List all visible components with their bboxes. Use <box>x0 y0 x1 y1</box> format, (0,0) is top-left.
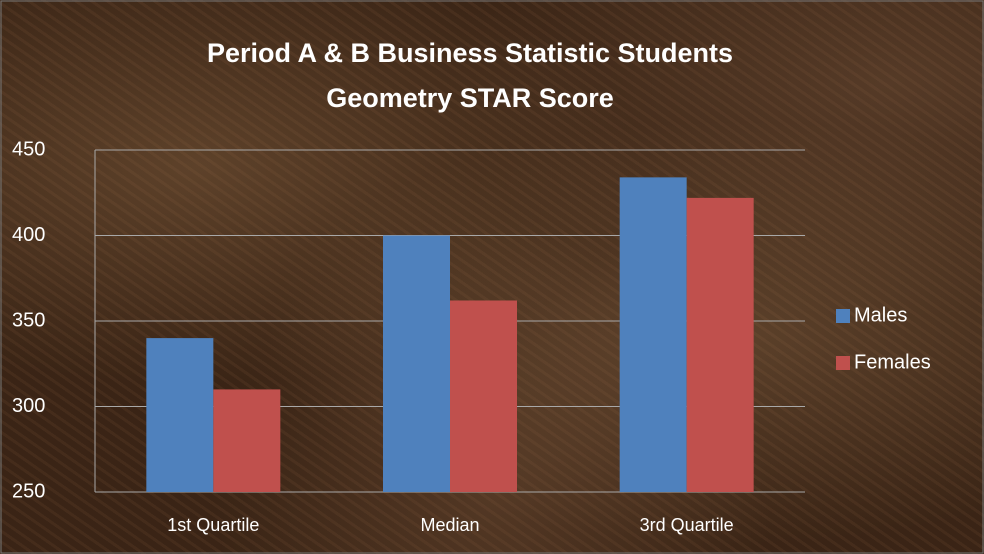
chart-title: Geometry STAR Score <box>326 83 614 113</box>
bar <box>686 197 754 492</box>
bar <box>213 389 281 492</box>
x-tick-label: Median <box>420 515 479 535</box>
bar <box>619 177 687 493</box>
y-tick-label: 400 <box>12 224 45 246</box>
bar <box>450 300 517 492</box>
legend-swatch <box>836 309 850 323</box>
y-tick-label: 450 <box>12 138 45 160</box>
bar <box>146 338 214 492</box>
y-tick-label: 350 <box>12 309 45 331</box>
chart-title: Period A & B Business Statistic Students <box>207 38 733 68</box>
x-tick-label: 3rd Quartile <box>640 515 734 535</box>
y-tick-label: 250 <box>12 480 45 502</box>
legend-label: Females <box>854 351 931 373</box>
y-tick-label: 300 <box>12 395 45 417</box>
legend-label: Males <box>854 304 907 326</box>
x-tick-label: 1st Quartile <box>167 515 259 535</box>
legend-swatch <box>836 356 850 370</box>
bar <box>383 235 450 492</box>
